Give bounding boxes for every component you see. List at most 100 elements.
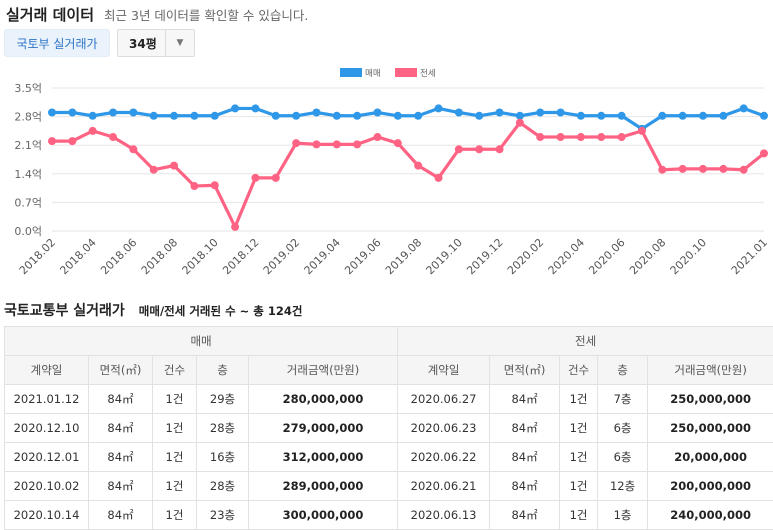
data-point	[699, 112, 707, 120]
data-point	[272, 174, 280, 182]
x-tick-label: 2018.08	[139, 236, 180, 277]
table-cell: 1건	[560, 472, 598, 501]
data-point	[679, 112, 687, 120]
table-cell: 6층	[598, 443, 648, 472]
table-cell: 20,000,000	[648, 443, 773, 472]
data-point	[475, 112, 483, 120]
data-point	[475, 145, 483, 153]
x-tick-label: 2019.10	[424, 236, 465, 277]
data-point	[658, 112, 666, 120]
legend-label: 매매	[365, 69, 381, 79]
chevron-down-icon[interactable]: ▼	[165, 30, 194, 56]
data-point	[455, 109, 463, 117]
table-cell: 1층	[598, 501, 648, 530]
data-point	[231, 223, 239, 231]
data-point	[618, 112, 626, 120]
column-header: 건수	[153, 356, 197, 385]
table-cell: 279,000,000	[249, 414, 398, 443]
x-tick-label: 2020.02	[505, 236, 546, 277]
data-point	[89, 112, 97, 120]
y-tick-label: 2.8억	[14, 111, 42, 124]
source-button[interactable]: 국토부 실거래가	[4, 29, 110, 57]
table-cell: 1건	[560, 443, 598, 472]
table-cell: 280,000,000	[249, 385, 398, 414]
table-cell: 1건	[560, 385, 598, 414]
page-title: 실거래 데이터	[6, 4, 94, 25]
data-point	[150, 112, 158, 120]
table-cell: 23층	[197, 501, 249, 530]
table-cell: 7층	[598, 385, 648, 414]
table-cell: 1건	[560, 501, 598, 530]
x-tick-label: 2019.12	[464, 236, 505, 277]
data-point	[251, 174, 259, 182]
data-point	[170, 112, 178, 120]
table-cell: 84㎡	[490, 472, 560, 501]
table-cell: 28층	[197, 414, 249, 443]
table-cell: 84㎡	[89, 472, 153, 501]
table-cell: 2020.06.27	[398, 385, 490, 414]
data-point	[129, 145, 137, 153]
table-cell: 1건	[153, 385, 197, 414]
data-point	[292, 139, 300, 147]
table-cell: 289,000,000	[249, 472, 398, 501]
column-header: 층	[197, 356, 249, 385]
table-cell: 84㎡	[490, 385, 560, 414]
data-point	[516, 119, 524, 127]
data-point	[190, 182, 198, 190]
x-tick-label: 2019.04	[302, 236, 343, 277]
series-line	[52, 108, 764, 128]
data-point	[760, 149, 768, 157]
table-cell: 250,000,000	[648, 414, 773, 443]
data-point	[211, 181, 219, 189]
data-point	[638, 127, 646, 135]
legend-swatch	[395, 68, 417, 77]
column-header: 거래금액(만원)	[249, 356, 398, 385]
x-tick-label: 2020.04	[546, 236, 587, 277]
data-point	[577, 112, 585, 120]
data-point	[516, 112, 524, 120]
x-tick-label: 2020.06	[586, 236, 627, 277]
data-point	[353, 112, 361, 120]
table-cell: 29층	[197, 385, 249, 414]
table-cell: 12층	[598, 472, 648, 501]
y-tick-label: 3.5억	[14, 82, 42, 95]
data-point	[190, 112, 198, 120]
table-cell: 84㎡	[490, 443, 560, 472]
x-tick-label: 2019.02	[261, 236, 302, 277]
x-tick-label: 2018.10	[179, 236, 220, 277]
table-cell: 200,000,000	[648, 472, 773, 501]
data-point	[89, 127, 97, 135]
data-point	[597, 112, 605, 120]
table-cell: 84㎡	[89, 501, 153, 530]
table-cell: 2020.10.02	[5, 472, 89, 501]
table-cell: 84㎡	[89, 414, 153, 443]
page-subtitle: 최근 3년 데이터를 확인할 수 있습니다.	[104, 5, 308, 24]
area-select-value: 34평	[118, 35, 165, 52]
table-cell: 1건	[153, 501, 197, 530]
data-point	[740, 166, 748, 174]
table-cell: 312,000,000	[249, 443, 398, 472]
table-cell: 300,000,000	[249, 501, 398, 530]
data-point	[211, 112, 219, 120]
data-point	[68, 109, 76, 117]
data-point	[557, 109, 565, 117]
data-point	[435, 174, 443, 182]
data-point	[150, 166, 158, 174]
section-header: 국토교통부 실거래가 매매/전세 거래된 수 ~ 총 124건	[4, 300, 302, 320]
data-point	[333, 140, 341, 148]
table-cell: 1건	[560, 414, 598, 443]
x-tick-label: 2021.01	[729, 236, 770, 277]
table-cell: 1건	[153, 472, 197, 501]
area-select[interactable]: 34평 ▼	[117, 29, 195, 57]
series-line	[52, 123, 764, 227]
column-header: 거래금액(만원)	[648, 356, 773, 385]
data-point	[719, 112, 727, 120]
data-point	[618, 133, 626, 141]
table-cell: 2020.06.22	[398, 443, 490, 472]
data-point	[496, 145, 504, 153]
table-cell: 84㎡	[490, 501, 560, 530]
